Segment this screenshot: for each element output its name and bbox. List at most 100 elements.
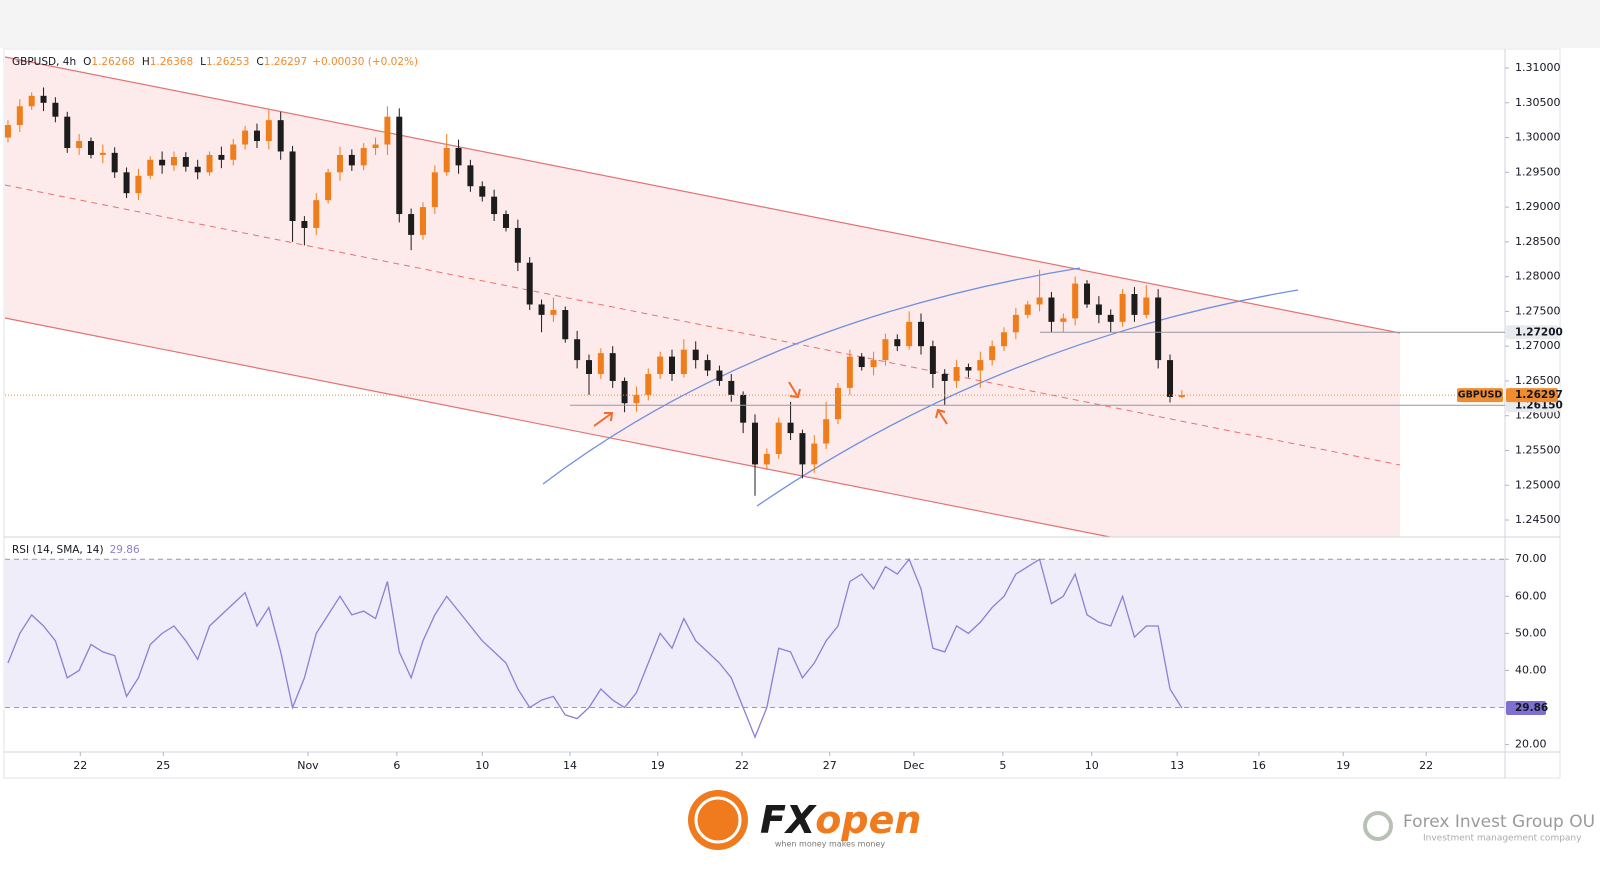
candle-body [1131,294,1138,315]
candle-body [1167,360,1174,397]
candle-body [858,356,865,368]
legend-item: RSI (14, SMA, 14) [12,544,104,556]
candle-body [811,443,818,465]
x-tick-label: 13 [1170,759,1184,772]
candle-body [147,159,154,176]
candle-body [846,356,853,388]
x-tick-label: 6 [393,759,400,772]
legend-item: 1.26268 [91,56,134,68]
candle-body [1143,297,1150,315]
candle-body [965,367,972,371]
trend-arc [756,289,1299,507]
x-tick-label: 10 [1085,759,1099,772]
rsi-band [5,559,1505,708]
rsi-line [7,557,1183,739]
y-tick-label: 40.00 [1515,663,1547,676]
x-tick-label: Nov [297,759,319,772]
candle-body [562,310,569,340]
y-tick-label: 20.00 [1515,738,1547,751]
candle-body [1001,332,1008,347]
x-tick-label: 19 [651,759,665,772]
candle-body [692,349,699,361]
trend-arc [542,267,1081,485]
x-tick-label: 22 [735,759,749,772]
candle-body [1024,304,1031,315]
x-tick-label: 5 [999,759,1006,772]
y-tick-label: 1.24500 [1515,513,1561,526]
candle-body [16,106,23,126]
candle-body [372,144,379,148]
candle-body [929,346,936,374]
candle-body [1119,294,1126,322]
candle-body [574,339,581,361]
candle-body [1012,314,1019,333]
candle-body [206,154,213,173]
price-badge-label: 1.26150 [1515,399,1563,411]
candle-body [870,360,877,368]
legend-item: +0.00030 (+0.02%) [312,56,418,68]
top-strip [0,0,1600,48]
last-price-badge [1506,388,1558,403]
x-tick-label: 14 [563,759,577,772]
candle-body [906,321,913,347]
y-tick-label: 1.28000 [1515,270,1561,283]
candle-body [396,116,403,215]
candle-body [668,356,675,374]
symbol-badge [1457,388,1503,403]
y-tick-label: 1.30500 [1515,96,1561,109]
arrow [788,381,801,399]
candle-body [882,339,889,361]
legend-item: C [256,56,263,68]
candle-body [431,172,438,208]
candle-body [360,147,367,166]
candle-body [242,130,249,145]
candle-body [514,227,521,263]
candle-body [277,120,284,152]
candle-body [76,141,83,148]
price-badge [1506,325,1558,340]
brand-part: FX [760,798,817,842]
arrow [935,408,948,425]
x-tick-label: 25 [156,759,170,772]
legend-item: L [200,56,206,68]
candle-body [657,356,664,374]
candle-body [64,116,71,148]
candle-body [704,360,711,371]
company-sub: Investment management company [1423,834,1582,844]
candle-body [585,360,592,374]
candle-body [28,95,35,107]
candle-body [313,200,320,228]
y-tick-label: 1.29000 [1515,200,1561,213]
y-tick-label: 1.31000 [1515,61,1561,74]
x-tick-label: 16 [1252,759,1266,772]
candle-body [1178,395,1185,398]
candle-body [135,175,142,194]
candle-body [123,172,130,194]
x-tick-label: 22 [1419,759,1433,772]
candle-body [680,349,687,374]
x-tick-label: Dec [903,759,924,772]
candle-body [787,422,794,434]
candle-body [1095,304,1102,315]
company-logo [1363,811,1393,841]
candle-body [728,380,735,395]
y-tick-label: 1.28500 [1515,235,1561,248]
candle-body [491,196,498,215]
candle-body [419,207,426,235]
y-tick-label: 60.00 [1515,589,1547,602]
candle-body [918,321,925,347]
candle-body [550,310,557,315]
candle-body [740,394,747,423]
price-badge-label: 1.27200 [1515,326,1563,338]
footer: FXopen when money makes money Forex Inve… [688,790,1595,850]
candle-body [1155,297,1162,361]
y-tick-label: 1.27500 [1515,304,1561,317]
logo-mark [694,796,742,844]
y-tick-label: 1.27000 [1515,339,1561,352]
x-tick-label: 27 [823,759,837,772]
candle-body [835,387,842,420]
channel-fill [5,57,1400,537]
legend-item: 1.26253 [206,56,249,68]
legend-item: 1.26368 [150,56,193,68]
